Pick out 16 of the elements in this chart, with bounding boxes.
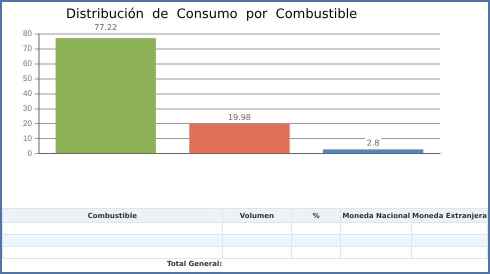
y-tick-label: 50 bbox=[22, 74, 32, 84]
chart-title: Distribución de Consumo por Combustible bbox=[66, 7, 358, 22]
y-tick-label: 30 bbox=[22, 104, 32, 113]
data-label: 2.8 bbox=[366, 138, 380, 148]
y-tick-label: 40 bbox=[22, 89, 32, 98]
y-tick-label: 80 bbox=[22, 29, 32, 38]
data-label: 77.22 bbox=[94, 23, 118, 32]
bar bbox=[323, 149, 424, 154]
y-tick-label: 70 bbox=[22, 44, 32, 54]
bar bbox=[189, 124, 290, 154]
data-label: 19.98 bbox=[228, 112, 251, 122]
bar bbox=[56, 38, 156, 154]
y-tick-label: 10 bbox=[22, 134, 32, 143]
y-tick-label: 60 bbox=[22, 59, 32, 68]
y-tick-label: 20 bbox=[22, 118, 32, 128]
y-tick-label: 0 bbox=[27, 148, 32, 158]
